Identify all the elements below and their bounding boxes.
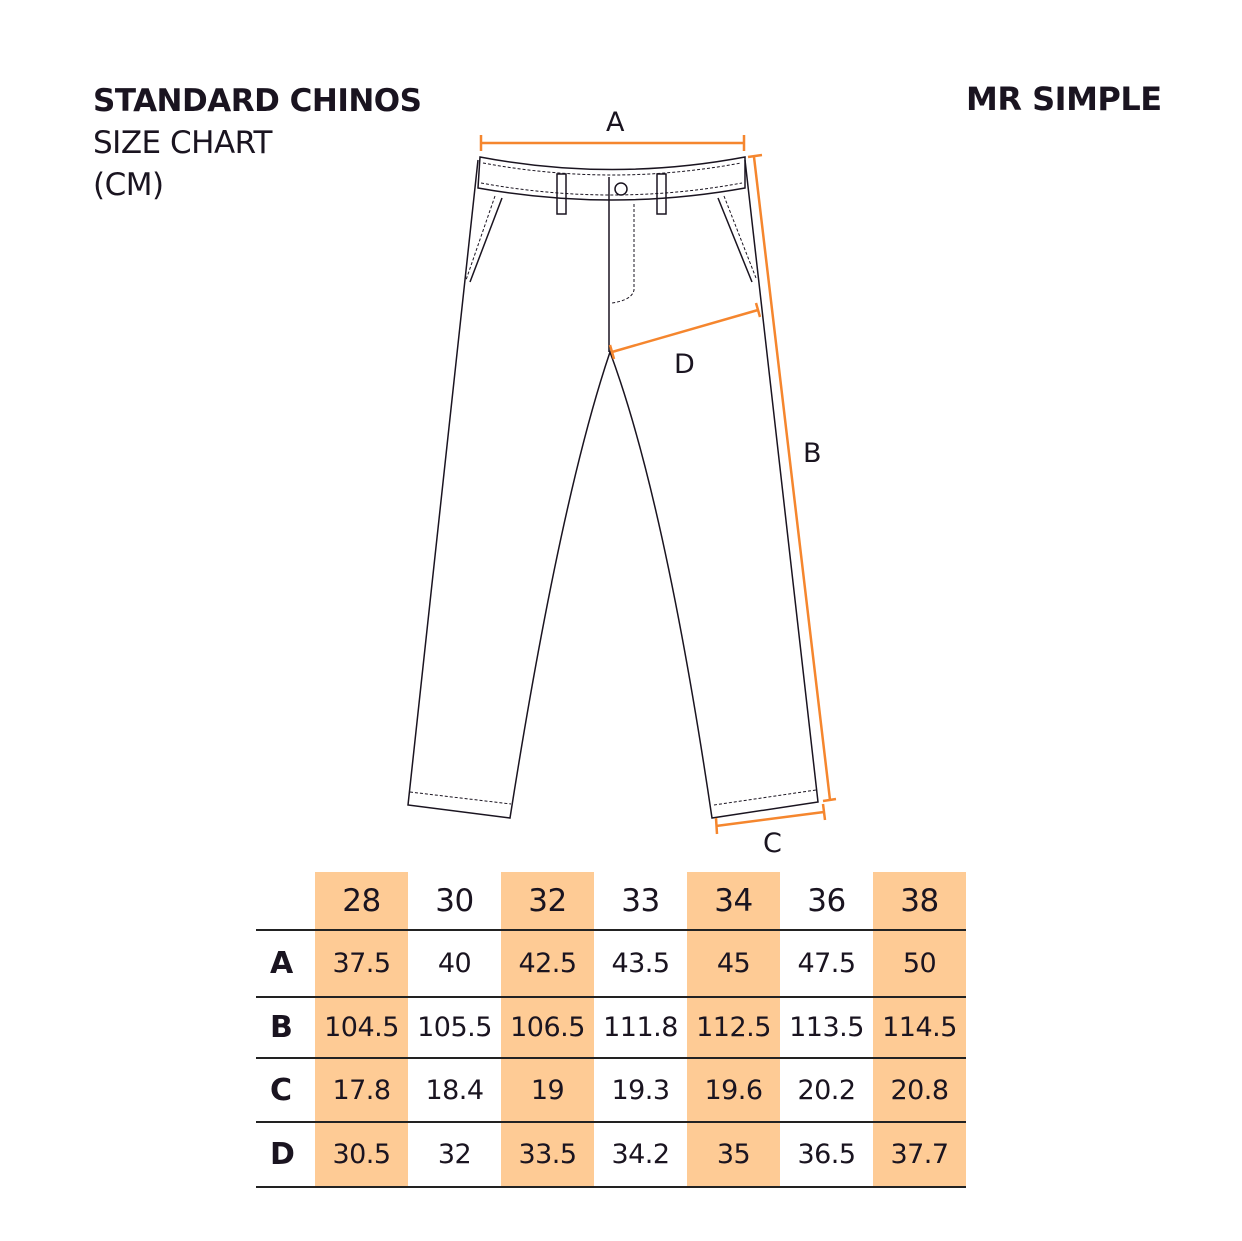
- table-cell: 30.5: [315, 1123, 408, 1186]
- table-cell: 32: [437, 1139, 472, 1170]
- table-cell: 113.5: [789, 1012, 864, 1043]
- chart-subtitle: SIZE CHART: [93, 125, 272, 161]
- table-cell: 18.4: [425, 1074, 484, 1106]
- table-cell: 105.5: [417, 1012, 492, 1043]
- size-header: 28: [315, 872, 408, 929]
- table-cell: 17.8: [315, 1059, 408, 1121]
- table-cell: 20.2: [797, 1074, 856, 1106]
- size-header: 38: [873, 872, 966, 929]
- row-label: B: [270, 1010, 293, 1045]
- size-header: 32: [501, 872, 594, 929]
- size-header: 30: [435, 882, 474, 919]
- table-cell: 19.6: [687, 1059, 780, 1121]
- table-cell: 33.5: [501, 1123, 594, 1186]
- measure-b-line: [747, 153, 837, 803]
- table-cell: 42.5: [501, 931, 594, 996]
- brand-name: MR SIMPLE: [966, 80, 1162, 118]
- table-cell: 114.5: [873, 998, 966, 1057]
- label-a: A: [606, 107, 625, 138]
- size-table: 28 30 32 33 34 36 38 A 37.5 40 42.5 43.5…: [256, 872, 966, 1188]
- table-cell: 106.5: [501, 998, 594, 1057]
- table-cell: 40: [437, 948, 472, 979]
- label-c: C: [763, 828, 782, 859]
- table-cell: 19.3: [611, 1074, 670, 1106]
- measure-a-line: [479, 135, 746, 151]
- measurement-lines: [479, 135, 837, 835]
- measure-d-line: [608, 302, 762, 360]
- table-cell: 50: [873, 931, 966, 996]
- unit-label: (CM): [93, 167, 164, 203]
- table-row: D 30.5 32 33.5 34.2 35 36.5 37.7: [256, 1123, 966, 1188]
- label-b: B: [803, 438, 822, 469]
- pants-diagram: A B C D: [407, 107, 837, 859]
- row-label: D: [270, 1137, 295, 1172]
- row-label: A: [270, 946, 293, 981]
- size-header: 33: [621, 882, 660, 919]
- size-header: 36: [807, 882, 846, 919]
- table-cell: 20.8: [873, 1059, 966, 1121]
- size-header-row: 28 30 32 33 34 36 38: [256, 872, 966, 931]
- table-row: B 104.5 105.5 106.5 111.8 112.5 113.5 11…: [256, 998, 966, 1059]
- table-row: C 17.8 18.4 19 19.3 19.6 20.2 20.8: [256, 1059, 966, 1123]
- table-cell: 112.5: [687, 998, 780, 1057]
- table-cell: 104.5: [315, 998, 408, 1057]
- table-cell: 111.8: [603, 1012, 678, 1043]
- label-d: D: [674, 349, 695, 380]
- table-cell: 37.5: [315, 931, 408, 996]
- table-cell: 45: [687, 931, 780, 996]
- size-header: 34: [687, 872, 780, 929]
- measure-c-line: [714, 803, 827, 835]
- pants-outline: [407, 156, 819, 819]
- table-cell: 34.2: [611, 1139, 670, 1170]
- row-label: C: [270, 1072, 292, 1108]
- product-title: STANDARD CHINOS: [93, 83, 422, 119]
- table-cell: 36.5: [797, 1139, 856, 1170]
- table-cell: 19: [501, 1059, 594, 1121]
- title-block: STANDARD CHINOS SIZE CHART (CM): [93, 80, 422, 206]
- table-row: A 37.5 40 42.5 43.5 45 47.5 50: [256, 931, 966, 998]
- table-cell: 35: [687, 1123, 780, 1186]
- table-cell: 37.7: [873, 1123, 966, 1186]
- corner-cell: [256, 872, 315, 929]
- table-cell: 47.5: [797, 948, 856, 979]
- table-cell: 43.5: [611, 948, 670, 979]
